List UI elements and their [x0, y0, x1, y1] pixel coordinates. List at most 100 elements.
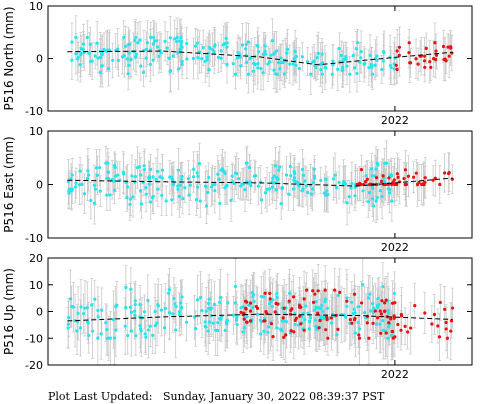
recent-position-point [357, 333, 361, 337]
daily-position-point [83, 306, 87, 310]
recent-position-point [302, 328, 306, 332]
daily-position-point [142, 310, 147, 314]
daily-position-point [375, 54, 379, 58]
daily-position-point [160, 193, 164, 197]
daily-position-point [353, 331, 358, 335]
recent-position-point [444, 320, 448, 325]
daily-position-point [300, 167, 305, 172]
daily-position-point [344, 57, 348, 61]
recent-position-point [392, 178, 396, 182]
daily-position-point [272, 174, 276, 178]
daily-position-point [171, 312, 175, 316]
daily-position-point [262, 295, 266, 299]
daily-position-point [322, 191, 327, 195]
recent-position-point [429, 65, 433, 69]
daily-position-point [173, 302, 177, 306]
daily-position-point [251, 294, 255, 298]
daily-position-point [368, 292, 372, 296]
recent-position-point [384, 298, 388, 302]
daily-position-point [259, 66, 263, 71]
daily-position-point [307, 327, 311, 331]
daily-position-point [315, 55, 319, 60]
recent-position-point [408, 61, 412, 65]
daily-position-point [263, 191, 268, 195]
daily-position-point [296, 181, 300, 185]
daily-position-point [86, 169, 90, 173]
daily-position-point [79, 52, 83, 57]
daily-position-point [280, 319, 284, 323]
recent-position-point [449, 329, 453, 333]
recent-position-point [450, 306, 455, 310]
recent-position-point [373, 309, 377, 313]
daily-position-point [390, 199, 394, 203]
daily-position-point [192, 167, 196, 171]
daily-position-point [186, 176, 190, 181]
y-tick-label: 0 [36, 179, 43, 192]
daily-position-point [256, 312, 260, 317]
recent-position-point [282, 335, 286, 339]
daily-position-point [102, 48, 106, 52]
daily-position-point [69, 177, 73, 181]
daily-position-point [309, 192, 313, 196]
daily-position-point [92, 183, 96, 187]
daily-position-point [178, 313, 182, 317]
daily-position-point [271, 298, 275, 302]
recent-position-point [282, 306, 286, 310]
daily-position-point [133, 313, 137, 317]
daily-position-point [291, 62, 295, 66]
daily-position-point [156, 45, 160, 49]
recent-position-point [383, 309, 387, 313]
daily-position-point [216, 172, 220, 176]
daily-position-point [308, 315, 313, 320]
daily-position-point [85, 35, 89, 40]
daily-position-point [73, 185, 77, 189]
daily-position-point [275, 295, 280, 300]
recent-position-point [395, 49, 399, 53]
daily-position-point [292, 170, 296, 174]
daily-position-point [339, 53, 343, 58]
daily-position-point [230, 174, 234, 178]
daily-position-point [94, 166, 99, 170]
daily-position-point [355, 40, 360, 45]
recent-position-point [268, 297, 272, 301]
daily-position-point [67, 191, 71, 195]
daily-position-point [185, 57, 189, 61]
recent-position-point [357, 181, 362, 185]
daily-position-point [208, 45, 212, 50]
daily-position-point [112, 336, 117, 340]
daily-position-point [147, 177, 152, 181]
daily-position-point [273, 51, 277, 55]
recent-position-point [432, 312, 437, 317]
daily-position-point [150, 196, 154, 200]
daily-position-point [288, 164, 292, 169]
daily-position-point [131, 195, 135, 199]
trend-line [67, 50, 453, 66]
recent-position-point [297, 314, 302, 318]
recent-position-point [317, 326, 321, 330]
daily-position-point [314, 299, 318, 304]
daily-position-point [313, 318, 317, 322]
daily-position-point [100, 308, 104, 312]
daily-position-point [195, 41, 200, 45]
daily-position-point [381, 59, 386, 63]
daily-position-point [179, 35, 183, 40]
daily-position-point [239, 64, 243, 68]
daily-position-point [178, 183, 183, 187]
daily-position-point [80, 182, 84, 187]
recent-position-point [245, 320, 249, 324]
daily-position-point [168, 311, 172, 315]
recent-position-point [239, 310, 243, 314]
daily-position-point [265, 187, 269, 191]
recent-position-point [292, 330, 296, 334]
daily-position-point [306, 311, 310, 315]
daily-position-point [337, 46, 341, 51]
recent-position-point [423, 176, 427, 180]
daily-position-point [193, 44, 198, 48]
daily-position-point [78, 326, 83, 330]
recent-position-point [441, 44, 446, 49]
daily-position-point [111, 58, 115, 63]
recent-position-point [383, 301, 387, 305]
daily-position-point [149, 167, 153, 171]
daily-position-point [349, 186, 353, 190]
daily-position-point [371, 72, 375, 76]
